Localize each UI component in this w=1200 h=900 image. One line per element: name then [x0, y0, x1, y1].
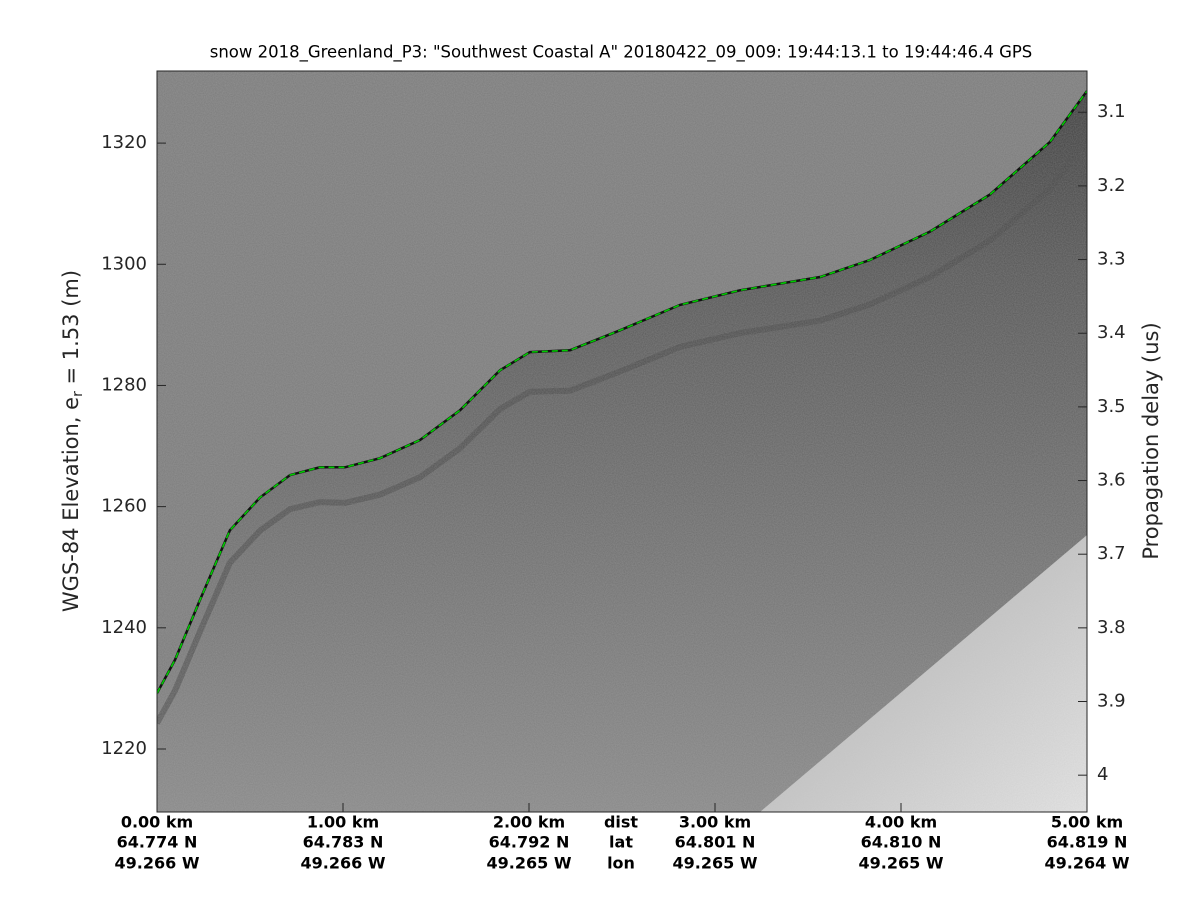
lat-label: 64.774 N: [117, 833, 198, 852]
x-tick-label: 1.00 km: [307, 813, 379, 832]
lon-label: 49.266 W: [115, 854, 200, 873]
lat-label: 64.792 N: [489, 833, 570, 852]
y-tick-label: 1280: [101, 374, 147, 395]
row-label: lat: [609, 833, 633, 852]
lat-label: 64.810 N: [861, 833, 942, 852]
y2-tick-label: 3.1: [1097, 101, 1126, 122]
y-axis-label-part: = 1.53 (m): [59, 270, 83, 391]
y2-axis-label: Propagation delay (us): [1139, 322, 1163, 559]
y-axis-label: WGS-84 Elevation, er = 1.53 (m): [59, 270, 86, 612]
row-label: dist: [604, 813, 638, 832]
lon-label: 49.266 W: [301, 854, 386, 873]
plot-area: [157, 71, 1087, 812]
axes-frame: [156, 70, 1088, 813]
y-tick-label: 1240: [101, 617, 147, 638]
y2-tick-label: 3.5: [1097, 396, 1126, 417]
y2-tick-label: 3.9: [1097, 691, 1126, 712]
y-tick-label: 1320: [101, 132, 147, 153]
y2-tick-label: 3.6: [1097, 470, 1126, 491]
x-tick-label: 3.00 km: [679, 813, 751, 832]
y-tick-label: 1300: [101, 253, 147, 274]
y2-tick-label: 3.7: [1097, 543, 1126, 564]
y-tick-label: 1260: [101, 496, 147, 517]
y2-tick-label: 3.2: [1097, 175, 1126, 196]
chart-title: snow 2018_Greenland_P3: "Southwest Coast…: [210, 43, 1033, 63]
surface-line: [157, 90, 1087, 694]
lat-label: 64.801 N: [675, 833, 756, 852]
lat-label: 64.819 N: [1047, 833, 1128, 852]
y-tick-label: 1220: [101, 738, 147, 759]
y2-tick-label: 3.3: [1097, 249, 1126, 270]
x-tick-label: 0.00 km: [121, 813, 193, 832]
lon-label: 49.265 W: [673, 854, 758, 873]
y2-tick-label: 3.8: [1097, 617, 1126, 638]
x-tick-label: 4.00 km: [865, 813, 937, 832]
y-axis-label-part: WGS-84 Elevation, e: [59, 397, 83, 612]
lon-label: 49.264 W: [1045, 854, 1130, 873]
y2-tick-label: 3.4: [1097, 322, 1126, 343]
lon-label: 49.265 W: [859, 854, 944, 873]
x-tick-label: 2.00 km: [493, 813, 565, 832]
lat-label: 64.783 N: [303, 833, 384, 852]
speckle: [157, 71, 1087, 812]
y-axis-label-sub: r: [70, 391, 86, 397]
x-tick-label: 5.00 km: [1051, 813, 1123, 832]
row-label: lon: [607, 854, 635, 873]
lon-label: 49.265 W: [487, 854, 572, 873]
y2-tick-label: 4: [1097, 764, 1108, 785]
